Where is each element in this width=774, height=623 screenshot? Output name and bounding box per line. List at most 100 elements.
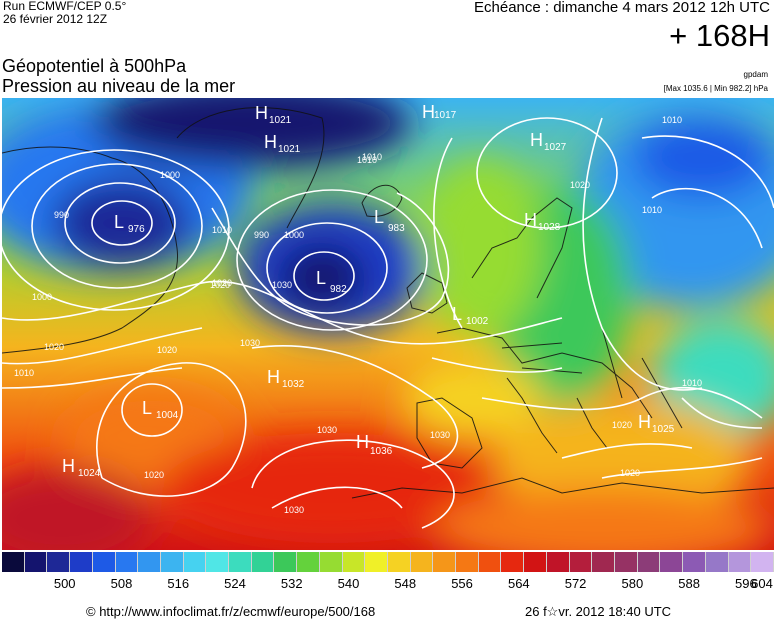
scale-swatch: [24, 552, 48, 572]
scale-swatch: [410, 552, 434, 572]
svg-text:1032: 1032: [282, 379, 305, 390]
scale-label: 604: [751, 576, 773, 591]
scale-swatch: [183, 552, 207, 572]
scale-label: 572: [564, 576, 587, 591]
svg-text:1028: 1028: [538, 222, 561, 233]
map-svg: 1000 990 1010 1020 1030 1000 990 1000 10…: [2, 98, 774, 550]
scale-swatch: [705, 552, 729, 572]
svg-text:1025: 1025: [652, 424, 675, 435]
isobar-label: 1020: [612, 420, 632, 430]
isobar-labels: 1000 990 1010 1020 1030 1000 990 1000 10…: [14, 115, 702, 515]
isobar-label: 1010: [357, 155, 377, 165]
scale-label: 516: [167, 576, 190, 591]
scale-label: 540: [337, 576, 360, 591]
svg-text:1036: 1036: [370, 446, 393, 457]
pressure-center: H 1021: [264, 132, 301, 155]
isobar-label: 1020: [620, 468, 640, 478]
scale-swatch: [524, 552, 547, 572]
isobar-label: 1030: [284, 505, 304, 515]
svg-text:982: 982: [330, 284, 347, 295]
scale-swatch: [251, 552, 275, 572]
isobar-label: 990: [54, 210, 69, 220]
scale-swatch: [92, 552, 116, 572]
scale-swatch: [115, 552, 139, 572]
scale-label: 564: [507, 576, 530, 591]
isobar-label: 1030: [272, 280, 292, 290]
scale-swatch: [274, 552, 298, 572]
pressure-center: H 1032: [267, 367, 305, 390]
isobar-label: 1000: [160, 170, 180, 180]
pressure-center: H 1028: [524, 210, 561, 233]
scale-label: 500: [53, 576, 76, 591]
source-url: © http://www.infoclimat.fr/z/ecmwf/europ…: [86, 604, 376, 619]
svg-text:983: 983: [388, 223, 405, 234]
scale-swatch: [160, 552, 184, 572]
isobar-label: 1030: [430, 430, 450, 440]
isobar-label: 1020: [570, 180, 590, 190]
svg-text:H: H: [356, 432, 369, 452]
isobar-label: 1020: [144, 470, 164, 480]
pressure-center: L 1004: [142, 398, 179, 421]
valid-time: Echéance : dimanche 4 mars 2012 12h UTC: [474, 0, 770, 16]
scale-label: 532: [280, 576, 303, 591]
isobar-label: 1000: [284, 230, 304, 240]
scale-swatch: [342, 552, 366, 572]
isobar-label: 1010: [362, 152, 382, 162]
color-scale-labels: 500 508 516 524 532 540 548 556 564 572 580 588 596 6…: [2, 576, 774, 592]
lead-time: + 168H: [669, 18, 770, 53]
scale-swatch: [138, 552, 161, 572]
scale-swatch: [660, 552, 684, 572]
scale-swatch: [683, 552, 706, 572]
isobar-label: 1020: [210, 280, 230, 290]
scale-label: 548: [394, 576, 417, 591]
coastlines: [2, 107, 774, 499]
svg-text:H: H: [422, 102, 435, 122]
isobar-label: 1030: [240, 338, 260, 348]
scale-swatch: [478, 552, 502, 572]
isobar-label: 1010: [212, 225, 232, 235]
svg-text:H: H: [255, 103, 268, 123]
color-scale-bar: [2, 552, 774, 572]
scale-swatch: [751, 552, 774, 572]
scale-label: 580: [621, 576, 644, 591]
scale-swatch: [206, 552, 230, 572]
svg-text:1021: 1021: [269, 115, 292, 126]
pressure-center: L 976: [114, 212, 145, 235]
scale-swatch: [229, 552, 252, 572]
svg-text:H: H: [62, 456, 75, 476]
svg-text:1004: 1004: [156, 410, 179, 421]
isobar-label: 1030: [317, 425, 337, 435]
scale-swatch: [387, 552, 411, 572]
pressure-center: L 1002: [452, 304, 489, 327]
scale-label: 588: [678, 576, 700, 591]
svg-text:L: L: [114, 212, 124, 232]
field-title: Géopotentiel à 500hPa: [2, 56, 187, 76]
pressure-center: H 1025: [638, 412, 675, 435]
svg-text:H: H: [638, 412, 651, 432]
run-date: 26 février 2012 12Z: [3, 12, 108, 26]
scale-swatch: [365, 552, 388, 572]
isobar-label: 1010: [642, 205, 662, 215]
isobar-label: 1020: [44, 342, 64, 352]
scale-swatch: [433, 552, 457, 572]
scale-swatch: [546, 552, 570, 572]
pressure-center: L 983: [374, 207, 405, 234]
svg-text:1021: 1021: [278, 144, 301, 155]
pressure-center: H 1021: [255, 103, 292, 126]
run-label: Run ECMWF/CEP 0.5°: [3, 0, 127, 13]
scale-swatch: [2, 552, 25, 572]
weather-map: 1000 990 1010 1020 1030 1000 990 1000 10…: [2, 98, 774, 550]
scale-swatch: [70, 552, 93, 572]
isobars: [2, 117, 774, 529]
scale-swatch: [569, 552, 593, 572]
isobar-label: 1010: [682, 378, 702, 388]
svg-text:1002: 1002: [466, 316, 489, 327]
generated-time: 26 f☆vr. 2012 18:40 UTC: [525, 604, 672, 619]
scale-swatch: [47, 552, 71, 572]
scale-swatch: [297, 552, 320, 572]
svg-text:H: H: [524, 210, 537, 230]
field-subtitle: Pression au niveau de la mer: [2, 76, 236, 96]
pressure-center: H 1017: [422, 102, 457, 122]
isobar-label: 1020: [157, 345, 177, 355]
